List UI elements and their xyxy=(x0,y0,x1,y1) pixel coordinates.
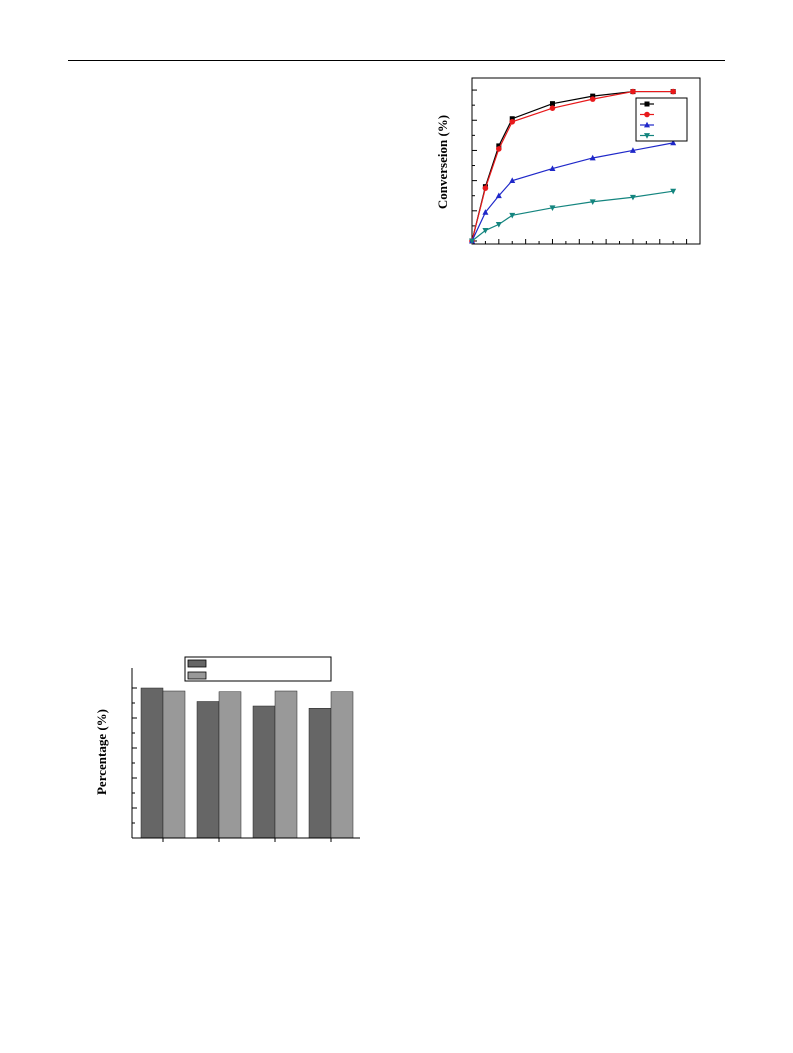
bar-series-1-category-2 xyxy=(196,701,220,839)
line-series-4-point xyxy=(469,238,475,245)
bar-chart-y-ticks xyxy=(132,687,137,839)
page-header-rule xyxy=(68,60,725,61)
line-series-2-point xyxy=(509,118,516,125)
bar-chart-legend xyxy=(184,656,332,682)
line-series-2-point xyxy=(549,105,556,111)
bar-chart-x-ticks xyxy=(162,838,332,842)
line-series-3-point xyxy=(495,192,502,199)
conversion-line-chart: Converseion (%) xyxy=(435,77,701,245)
line-series-3-point xyxy=(482,209,489,215)
line-chart-y-axis-label: Converseion (%) xyxy=(435,115,450,209)
bar-series-1-category-4 xyxy=(308,708,332,839)
bar-chart-y-axis-label: Percentage (%) xyxy=(94,709,109,795)
bar-series-1-category-1 xyxy=(140,687,164,839)
line-series-1-point xyxy=(509,116,515,122)
line-series-1-point xyxy=(496,143,502,149)
line-series-2-point xyxy=(670,88,676,95)
bar-series-2-category-2 xyxy=(218,691,242,839)
line-series-4-point xyxy=(509,212,516,219)
line-series-2-point xyxy=(482,185,489,191)
line-series-1-point xyxy=(590,93,596,99)
line-chart-y-ticks xyxy=(472,89,477,242)
line-chart-legend xyxy=(635,97,688,142)
line-series-4-point xyxy=(482,228,489,234)
line-series-2-point xyxy=(630,88,636,95)
line-chart-legend-marker-4 xyxy=(644,133,650,139)
line-chart-x-ticks xyxy=(471,239,701,244)
line-chart-legend-marker-2 xyxy=(644,111,650,118)
line-chart-series xyxy=(469,88,677,245)
line-series-4-point xyxy=(495,221,502,228)
bar-chart-bars xyxy=(140,687,354,839)
bar-series-2-category-1 xyxy=(162,690,186,839)
line-series-3 xyxy=(471,142,674,242)
line-series-4 xyxy=(471,190,674,242)
line-chart-legend-marker-3 xyxy=(644,121,650,128)
bar-series-2-category-3 xyxy=(274,690,298,839)
line-series-2 xyxy=(471,90,674,242)
line-series-4-point xyxy=(549,205,556,211)
line-series-4-point xyxy=(589,199,596,205)
bar-chart-legend-swatch-series-2 xyxy=(187,671,207,680)
line-series-2-point xyxy=(496,146,502,152)
line-series-3-point xyxy=(670,139,677,146)
percentage-bar-chart: Percentage (%) xyxy=(94,656,360,842)
line-chart-legend-marker-1 xyxy=(644,101,650,107)
line-series-2-point xyxy=(589,96,596,102)
bar-series-1-category-3 xyxy=(252,705,276,839)
line-series-3-point xyxy=(509,177,516,184)
bar-series-2-category-4 xyxy=(330,691,354,839)
line-series-1-point xyxy=(549,101,555,107)
line-series-3-point xyxy=(629,147,636,153)
line-chart-frame xyxy=(471,77,701,245)
line-series-3-point xyxy=(589,154,596,161)
line-series-4-point xyxy=(670,188,677,195)
line-series-3-point xyxy=(549,165,556,171)
bar-chart-legend-swatch-series-1 xyxy=(187,659,207,668)
bar-chart-legend-box xyxy=(184,656,332,682)
line-series-4-point xyxy=(629,194,636,201)
